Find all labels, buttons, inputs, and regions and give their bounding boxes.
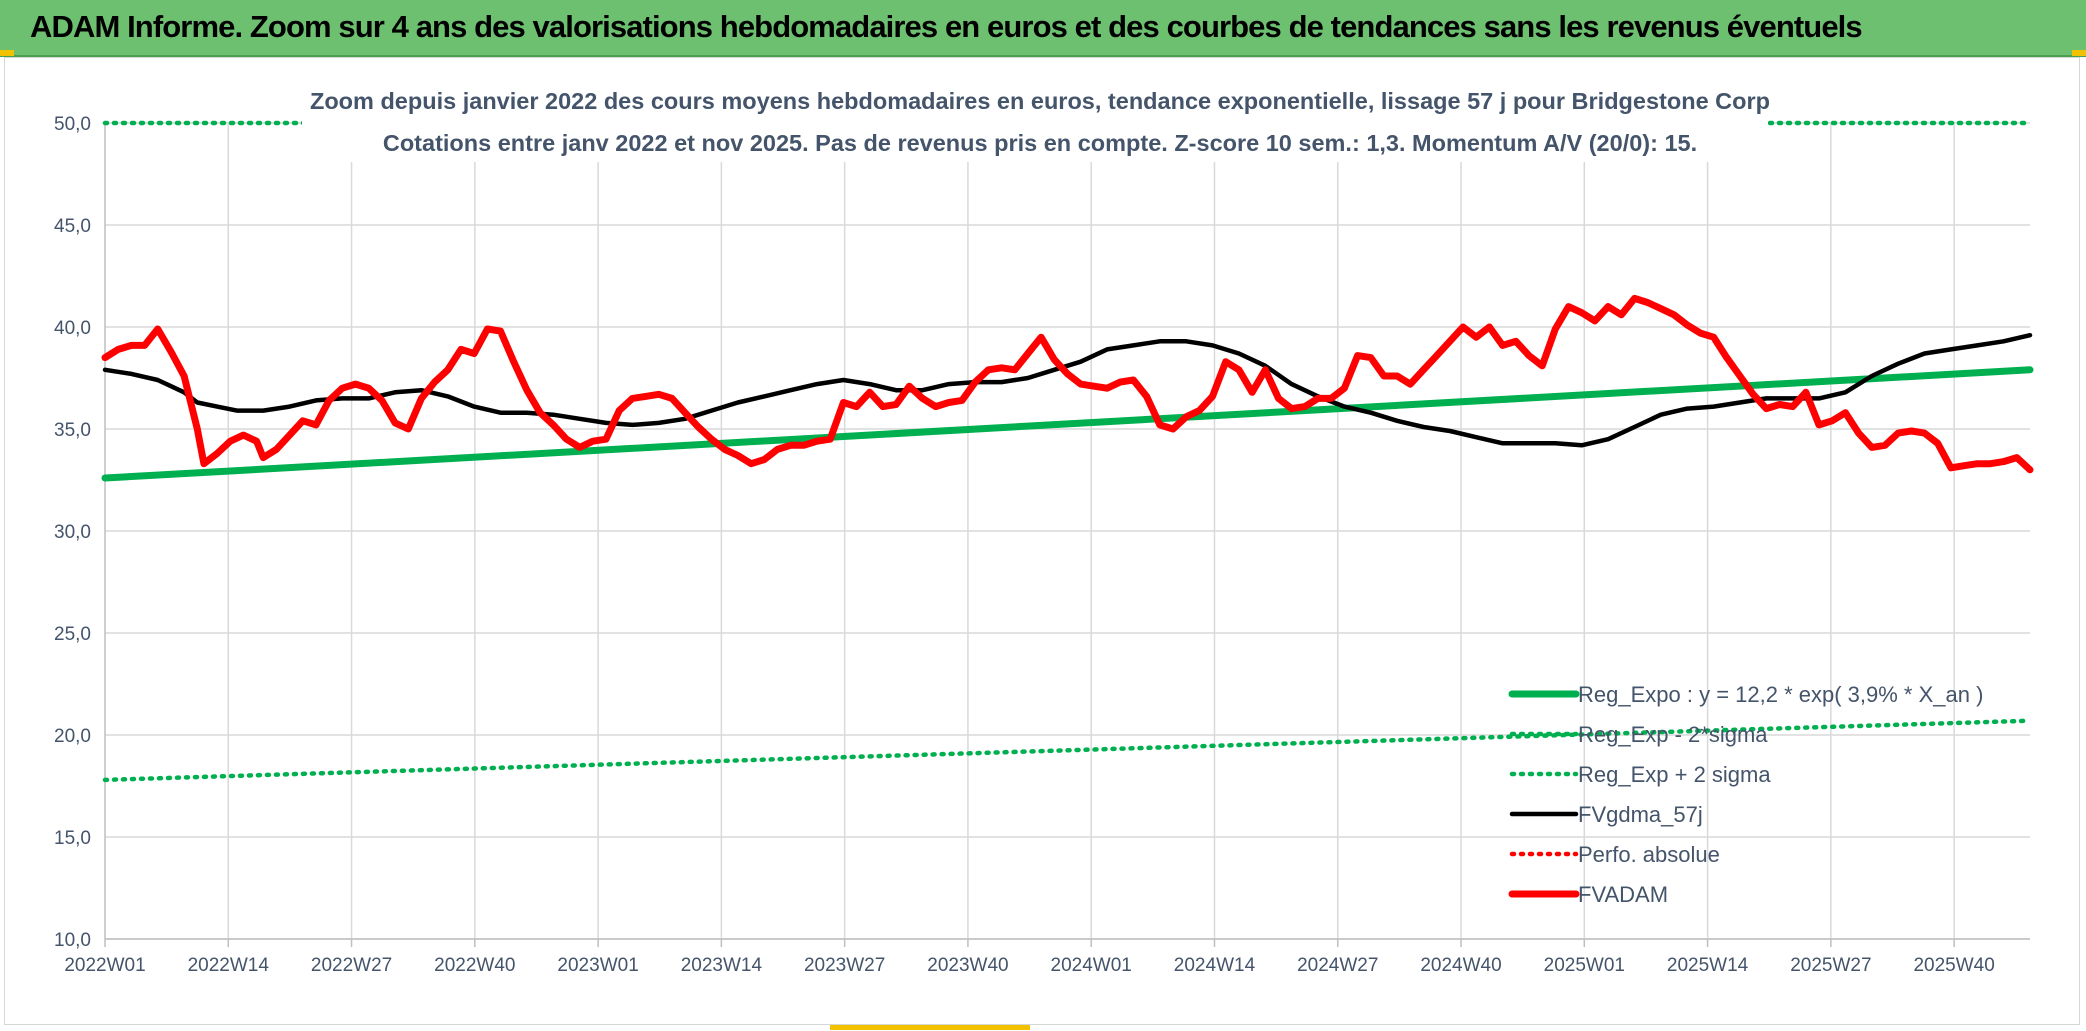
legend-label-4: Perfo. absolue (1578, 842, 1720, 867)
x-tick-label: 2025W01 (1544, 955, 1625, 976)
y-tick-label: 50,0 (54, 114, 91, 135)
x-tick-label: 2024W27 (1297, 955, 1378, 976)
corner-mark-left (0, 50, 14, 56)
x-tick-label: 2022W40 (434, 955, 515, 976)
y-tick-label: 40,0 (54, 318, 91, 339)
x-tick-label: 2024W14 (1174, 955, 1256, 976)
legend-label-1: Reg_Exp - 2*sigma (1578, 722, 1768, 747)
y-tick-label: 20,0 (54, 726, 91, 747)
corner-mark-right (2072, 50, 2086, 56)
y-tick-label: 10,0 (54, 930, 91, 951)
x-tick-label: 2022W01 (64, 955, 145, 976)
report-banner: ADAM Informe. Zoom sur 4 ans des valoris… (0, 0, 2086, 57)
x-tick-label: 2025W14 (1667, 955, 1749, 976)
series-line-1 (102, 718, 2033, 783)
y-tick-label: 25,0 (54, 624, 91, 645)
y-tick-label: 45,0 (54, 216, 91, 237)
chart-frame (4, 57, 2080, 1025)
series-line-0 (101, 366, 2034, 482)
y-tick-label: 35,0 (54, 420, 91, 441)
x-tick-label: 2023W01 (557, 955, 638, 976)
legend-label-0: Reg_Expo : y = 12,2 * exp( 3,9% * X_an ) (1578, 682, 1983, 707)
bottom-accent (830, 1025, 1030, 1030)
y-tick-label: 30,0 (54, 522, 91, 543)
x-tick-label: 2023W27 (804, 955, 885, 976)
series-line-5 (101, 294, 2034, 474)
series-line-3 (102, 332, 2033, 448)
chart-subtitle: Cotations entre janv 2022 et nov 2025. P… (383, 130, 1697, 156)
gridlines (105, 122, 2030, 940)
x-tick-label: 2024W01 (1051, 955, 1132, 976)
x-tick-label: 2022W27 (311, 955, 392, 976)
banner-title: ADAM Informe. Zoom sur 4 ans des valoris… (30, 9, 1863, 44)
legend-label-5: FVADAM (1578, 882, 1668, 907)
legend-label-3: FVgdma_57j (1578, 802, 1703, 827)
chart-title: Zoom depuis janvier 2022 des cours moyen… (310, 88, 1770, 114)
legend: Reg_Expo : y = 12,2 * exp( 3,9% * X_an )… (1508, 682, 1983, 907)
x-tick-label: 2025W40 (1913, 955, 1994, 976)
x-tick-label: 2023W14 (681, 955, 763, 976)
x-tick-label: 2022W14 (188, 955, 270, 976)
x-axis: 2022W01 2022W14 2022W27 2022W40 2023W01 2023W… (64, 938, 2030, 976)
title-backdrop (302, 82, 1768, 162)
y-axis: 10,0 15,0 20,0 25,0 30,0 35,0 40,0 45,0 50,0 (54, 114, 106, 951)
x-tick-label: 2024W40 (1420, 955, 1501, 976)
x-tick-label: 2023W40 (927, 955, 1008, 976)
y-tick-label: 15,0 (54, 828, 91, 849)
legend-label-2: Reg_Exp + 2 sigma (1578, 762, 1771, 787)
x-tick-label: 2025W27 (1790, 955, 1871, 976)
